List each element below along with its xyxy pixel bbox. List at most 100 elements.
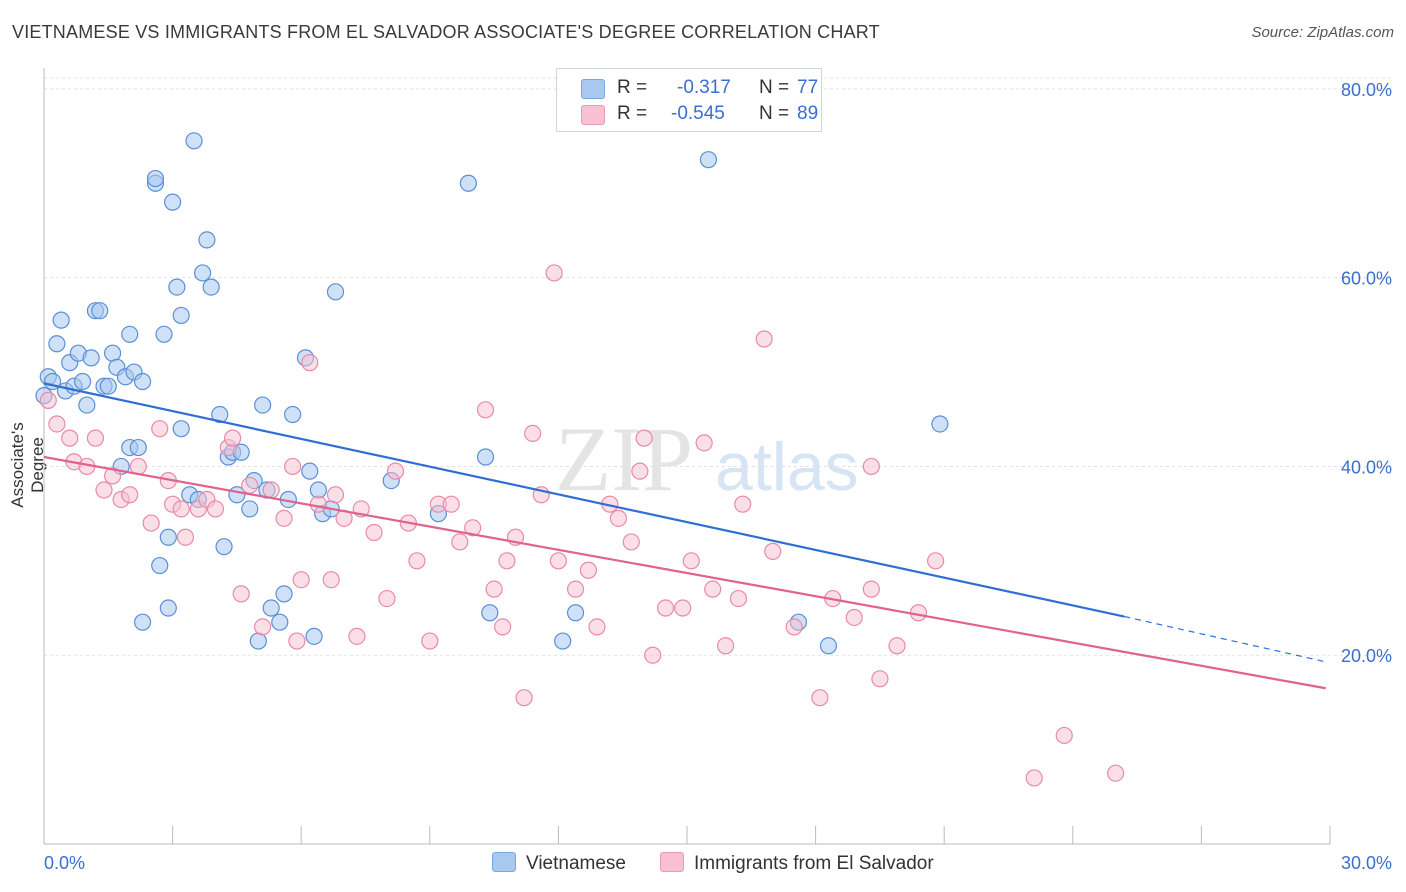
legend-r-value: -0.545	[671, 103, 725, 124]
legend-swatch-pink	[581, 105, 605, 125]
y-tick-label: 60.0%	[1341, 269, 1392, 289]
bottom-legend-vietnamese: Vietnamese	[492, 852, 626, 875]
x-tick-label-max: 30.0%	[1341, 853, 1392, 873]
legend-n-value: 77	[797, 77, 819, 98]
data-point-vietnamese	[699, 151, 718, 169]
data-point-vietnamese	[194, 264, 212, 282]
chart-title: VIETNAMESE VS IMMIGRANTS FROM EL SALVADO…	[12, 22, 880, 42]
data-point-el-salvador	[704, 580, 722, 598]
data-point-el-salvador	[206, 500, 225, 518]
data-point-el-salvador	[275, 509, 293, 527]
data-point-el-salvador	[545, 264, 563, 282]
data-point-el-salvador	[734, 495, 752, 513]
data-point-el-salvador	[86, 429, 105, 447]
data-point-el-salvador	[622, 533, 640, 551]
data-point-el-salvador	[232, 585, 250, 603]
data-point-vietnamese	[241, 500, 259, 518]
bottom-legend-swatch-blue	[492, 852, 516, 872]
data-point-vietnamese	[284, 405, 302, 424]
data-point-el-salvador	[644, 646, 662, 664]
data-point-el-salvador	[498, 552, 516, 570]
data-point-vietnamese	[301, 462, 319, 480]
data-point-vietnamese	[103, 344, 122, 362]
legend-r-label: R =	[617, 77, 648, 98]
data-point-vietnamese	[159, 528, 177, 546]
data-point-vietnamese	[275, 585, 293, 603]
data-point-vietnamese	[82, 349, 100, 367]
data-point-vietnamese	[129, 438, 147, 457]
data-point-el-salvador	[442, 495, 460, 513]
data-point-vietnamese	[305, 627, 323, 645]
y-tick-label: 20.0%	[1341, 646, 1392, 666]
data-point-el-salvador	[464, 519, 482, 537]
trend-line-vietnamese-extension	[1124, 615, 1326, 663]
data-point-vietnamese	[819, 637, 838, 655]
data-point-el-salvador	[378, 589, 396, 608]
data-point-el-salvador	[309, 495, 327, 513]
legend-n-label: N =	[759, 103, 790, 124]
data-point-el-salvador	[421, 632, 439, 650]
series-vietnamese	[35, 132, 949, 655]
data-point-el-salvador	[566, 580, 585, 598]
data-point-el-salvador	[888, 637, 906, 655]
y-tick-label: 80.0%	[1341, 80, 1392, 100]
data-point-vietnamese	[73, 372, 92, 391]
data-point-el-salvador	[262, 481, 280, 499]
data-point-vietnamese	[254, 396, 272, 414]
data-point-el-salvador	[862, 580, 880, 598]
axes	[43, 68, 1331, 845]
data-point-el-salvador	[1107, 764, 1125, 782]
legend-swatch-blue	[581, 79, 605, 99]
legend-n-label: N =	[759, 77, 790, 98]
legend-r-value: -0.317	[677, 77, 731, 98]
data-point-el-salvador	[524, 424, 542, 443]
data-point-vietnamese	[271, 613, 289, 631]
data-point-el-salvador	[635, 429, 653, 447]
bottom-legend-label: Vietnamese	[526, 853, 626, 874]
data-point-vietnamese	[91, 302, 109, 320]
data-point-vietnamese	[133, 372, 152, 391]
source-label: Source: ZipAtlas.com	[1251, 24, 1394, 41]
data-point-el-salvador	[716, 637, 735, 655]
data-point-el-salvador	[151, 420, 169, 438]
data-point-el-salvador	[172, 500, 190, 518]
data-point-vietnamese	[133, 613, 152, 631]
data-point-el-salvador	[48, 415, 66, 433]
data-point-el-salvador	[365, 523, 383, 542]
data-point-el-salvador	[755, 330, 773, 348]
data-point-el-salvador	[682, 552, 700, 570]
legend-n-value: 89	[797, 103, 819, 124]
data-point-vietnamese	[172, 420, 190, 438]
data-point-el-salvador	[254, 618, 272, 636]
data-point-vietnamese	[164, 193, 182, 211]
data-point-el-salvador	[485, 580, 503, 598]
data-point-el-salvador	[588, 618, 606, 636]
data-point-vietnamese	[52, 311, 70, 329]
x-tick-label-min: 0.0%	[44, 853, 85, 873]
data-point-el-salvador	[871, 670, 889, 688]
data-point-el-salvador	[695, 434, 713, 452]
data-point-el-salvador	[241, 476, 259, 494]
data-point-vietnamese	[931, 415, 949, 433]
trend-lines	[43, 382, 1326, 690]
data-point-vietnamese	[151, 556, 169, 575]
bottom-legend-swatch-pink	[660, 852, 684, 872]
data-point-el-salvador	[288, 632, 306, 650]
data-point-vietnamese	[262, 599, 280, 617]
trend-line-el-salvador	[43, 455, 1326, 690]
data-point-el-salvador	[301, 354, 319, 372]
data-point-el-salvador	[326, 486, 345, 504]
data-point-el-salvador	[494, 618, 512, 636]
data-point-el-salvador	[121, 486, 139, 504]
data-point-vietnamese	[459, 174, 477, 192]
watermark-atlas: atlas	[715, 429, 859, 505]
data-point-vietnamese	[215, 538, 233, 556]
series-el-salvador	[39, 264, 1125, 787]
data-point-vietnamese	[155, 325, 173, 343]
data-point-el-salvador	[1025, 769, 1043, 787]
data-point-el-salvador	[515, 689, 533, 707]
data-point-el-salvador	[386, 462, 405, 480]
data-point-vietnamese	[159, 599, 177, 617]
grid-lines	[44, 77, 1392, 656]
